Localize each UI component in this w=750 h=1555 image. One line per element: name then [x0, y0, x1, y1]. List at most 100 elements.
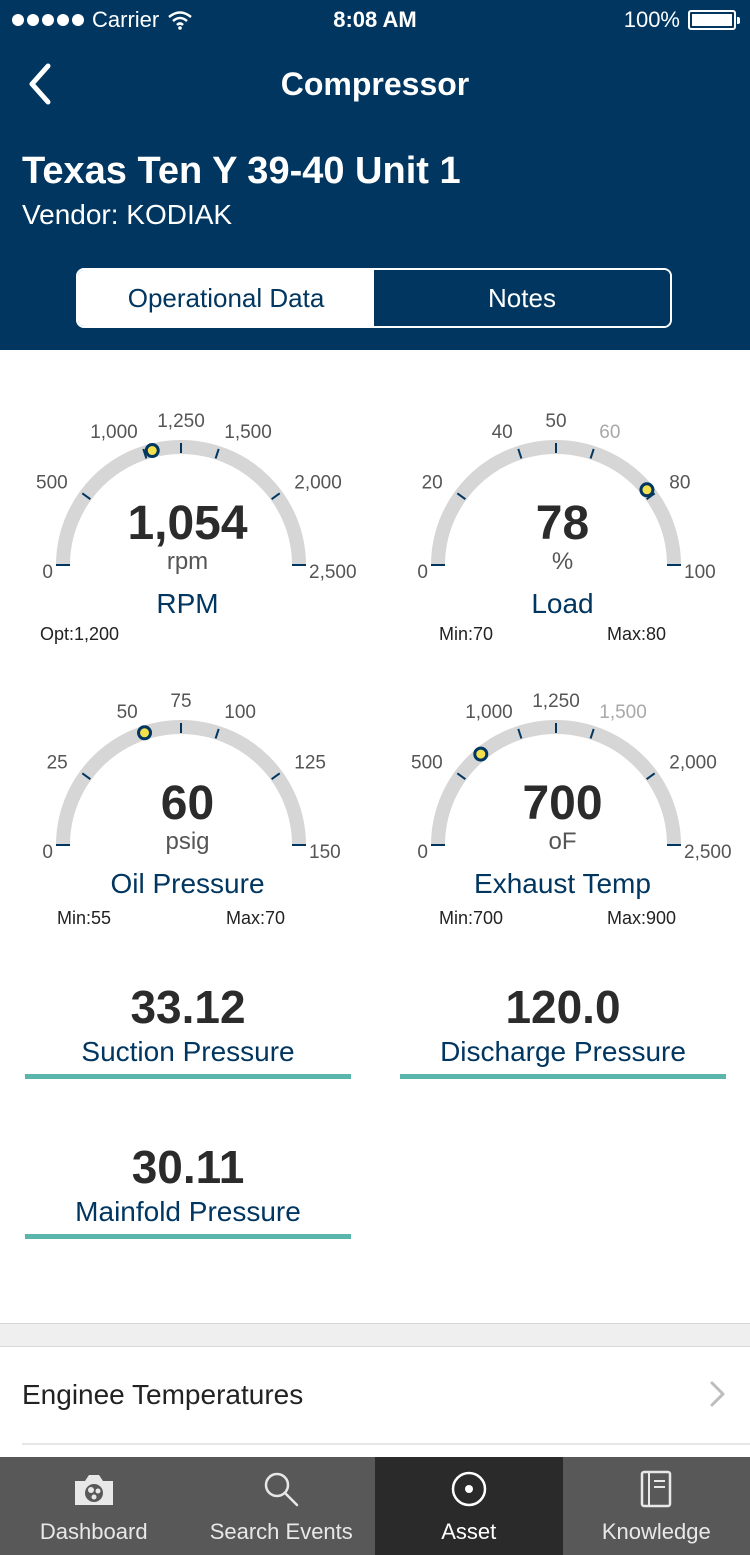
vendor-label: Vendor: KODIAK	[22, 199, 233, 230]
engine-temperatures-row[interactable]: Enginee Temperatures	[0, 1347, 750, 1443]
gauge-tick	[81, 492, 91, 500]
battery-icon	[688, 10, 740, 30]
gauge-name: Exhaust Temp	[474, 868, 651, 899]
tab-label: Search Events	[209, 1519, 353, 1544]
tile-underline	[25, 1074, 351, 1079]
asset-icon	[451, 1471, 486, 1507]
gauge-tick-label: 80	[669, 473, 690, 494]
gauge-unit: oF	[548, 828, 577, 855]
gauge-tick	[456, 492, 466, 500]
gauge-tick-label: 50	[545, 411, 566, 432]
tab-bar: Dashboard Search Events Asset Knowl	[0, 1457, 750, 1555]
tab-operational-data[interactable]: Operational Data	[78, 270, 374, 326]
gauge-max-label: Max:70	[226, 908, 286, 928]
gauge-value: 78	[535, 497, 590, 550]
gauge-tick	[214, 728, 220, 739]
tile-underline	[25, 1234, 351, 1239]
gauge-tick-label: 1,000	[465, 702, 513, 723]
gauge-value: 60	[160, 777, 215, 830]
gauge-dial: 0 25 50 75 100 125 150	[42, 691, 341, 863]
gauge-value: 700	[522, 777, 603, 830]
gauge-unit: rpm	[166, 548, 209, 575]
tile-value: 30.11	[131, 1141, 245, 1193]
gauge-name: Load	[531, 588, 594, 619]
gauge-rpm: 0 500 1,000 1,250 1,500 2,000 2,500 1,054 rpm …	[0, 400, 375, 670]
tab-label: Asset	[441, 1519, 497, 1544]
gauge-tick	[589, 448, 595, 459]
dashboard-icon	[74, 1475, 113, 1505]
battery-label: 100%	[623, 7, 680, 32]
gauge-tick-label: 150	[309, 842, 341, 863]
segmented-control: Operational Data Notes	[76, 268, 672, 328]
gauge-tick-label: 60	[599, 422, 620, 443]
gauge-tick	[214, 448, 220, 459]
gauge-tick	[271, 772, 281, 780]
gauge-indicator	[473, 746, 489, 762]
gauge-name: Oil Pressure	[110, 868, 265, 899]
row-label: Enginee Temperatures	[22, 1379, 304, 1410]
status-bar: Carrier 8:08 AM 100%	[0, 0, 750, 40]
header: Carrier 8:08 AM 100% Compressor Texas Te…	[0, 0, 750, 350]
gauge-exhaust-temp: 0 500 1,000 1,250 1,500 2,000 2,500 700 oF Exh…	[375, 680, 750, 950]
gauge-tick-label: 25	[47, 753, 68, 774]
tab-search-events[interactable]: Search Events	[188, 1457, 376, 1555]
gauge-tick-label: 1,500	[599, 702, 647, 723]
search-icon	[265, 1472, 299, 1507]
gauge-min-label: Min:700	[439, 908, 504, 928]
knowledge-icon	[641, 1470, 672, 1508]
tile-value: 33.12	[130, 981, 246, 1033]
tab-knowledge[interactable]: Knowledge	[563, 1457, 750, 1555]
gauge-tick-label: 40	[492, 422, 513, 443]
wifi-icon	[168, 11, 193, 30]
tab-asset[interactable]: Asset	[375, 1457, 563, 1555]
gauge-tick-label: 500	[411, 753, 443, 774]
gauge-max-label: Max:900	[607, 908, 677, 928]
battery-group: 100%	[623, 7, 740, 33]
tile-label: Mainfold Pressure	[75, 1196, 301, 1227]
suction-pressure-tile: 33.12 Suction Pressure	[25, 980, 351, 1079]
gauge-tick-label: 2,000	[669, 753, 717, 774]
gauge-opt-label: Opt:1,200	[40, 624, 120, 644]
gauge-tick-label: 100	[684, 562, 716, 583]
gauge-oil-pressure: 0 25 50 75 100 125 150 60 psig Oil Pressure Mi…	[0, 680, 375, 950]
row-separator	[22, 1443, 750, 1445]
gauge-tick-label: 2,500	[309, 562, 357, 583]
gauge-tick	[517, 728, 523, 739]
gauge-tick	[142, 448, 148, 459]
gauge-tick-label: 500	[36, 473, 68, 494]
gauge-dial: 0 500 1,000 1,250 1,500 2,000 2,500	[411, 691, 732, 863]
tab-notes[interactable]: Notes	[374, 270, 670, 326]
gauge-indicator	[144, 443, 160, 459]
gauge-tick	[456, 772, 466, 780]
gauge-dial: 0 500 1,000 1,250 1,500 2,000 2,500	[36, 411, 357, 583]
gauge-tick-label: 100	[224, 702, 256, 723]
discharge-pressure-tile: 120.0 Discharge Pressure	[400, 980, 726, 1079]
gauge-tick-label: 1,000	[90, 422, 138, 443]
gauge-tick-label: 125	[294, 753, 326, 774]
gauge-tick	[589, 728, 595, 739]
back-button[interactable]	[22, 62, 62, 106]
gauge-tick-label: 0	[42, 562, 53, 583]
gauge-tick-label: 50	[117, 702, 138, 723]
gauge-min-label: Min:55	[57, 908, 112, 928]
gauge-tick	[646, 772, 656, 780]
gauge-value: 1,054	[127, 497, 248, 550]
gauge-unit: %	[551, 548, 574, 575]
section-divider	[0, 1323, 750, 1347]
gauge-tick-label: 0	[417, 562, 428, 583]
tile-underline	[400, 1074, 726, 1079]
tab-label: Dashboard	[39, 1519, 148, 1544]
tile-value: 120.0	[505, 981, 621, 1033]
chevron-right-icon	[710, 1381, 725, 1407]
gauge-tick	[517, 448, 523, 459]
tile-label: Discharge Pressure	[440, 1036, 686, 1067]
mainfold-pressure-tile: 30.11 Mainfold Pressure	[25, 1140, 351, 1239]
gauge-unit: psig	[165, 828, 210, 855]
tab-dashboard[interactable]: Dashboard	[0, 1457, 188, 1555]
gauge-tick-label: 75	[170, 691, 191, 712]
page-title: Compressor	[280, 66, 470, 102]
gauge-tick-label: 2,500	[684, 842, 732, 863]
status-time: 8:08 AM	[333, 7, 417, 32]
gauge-tick-label: 20	[422, 473, 443, 494]
nav-bar: Compressor	[0, 50, 750, 120]
